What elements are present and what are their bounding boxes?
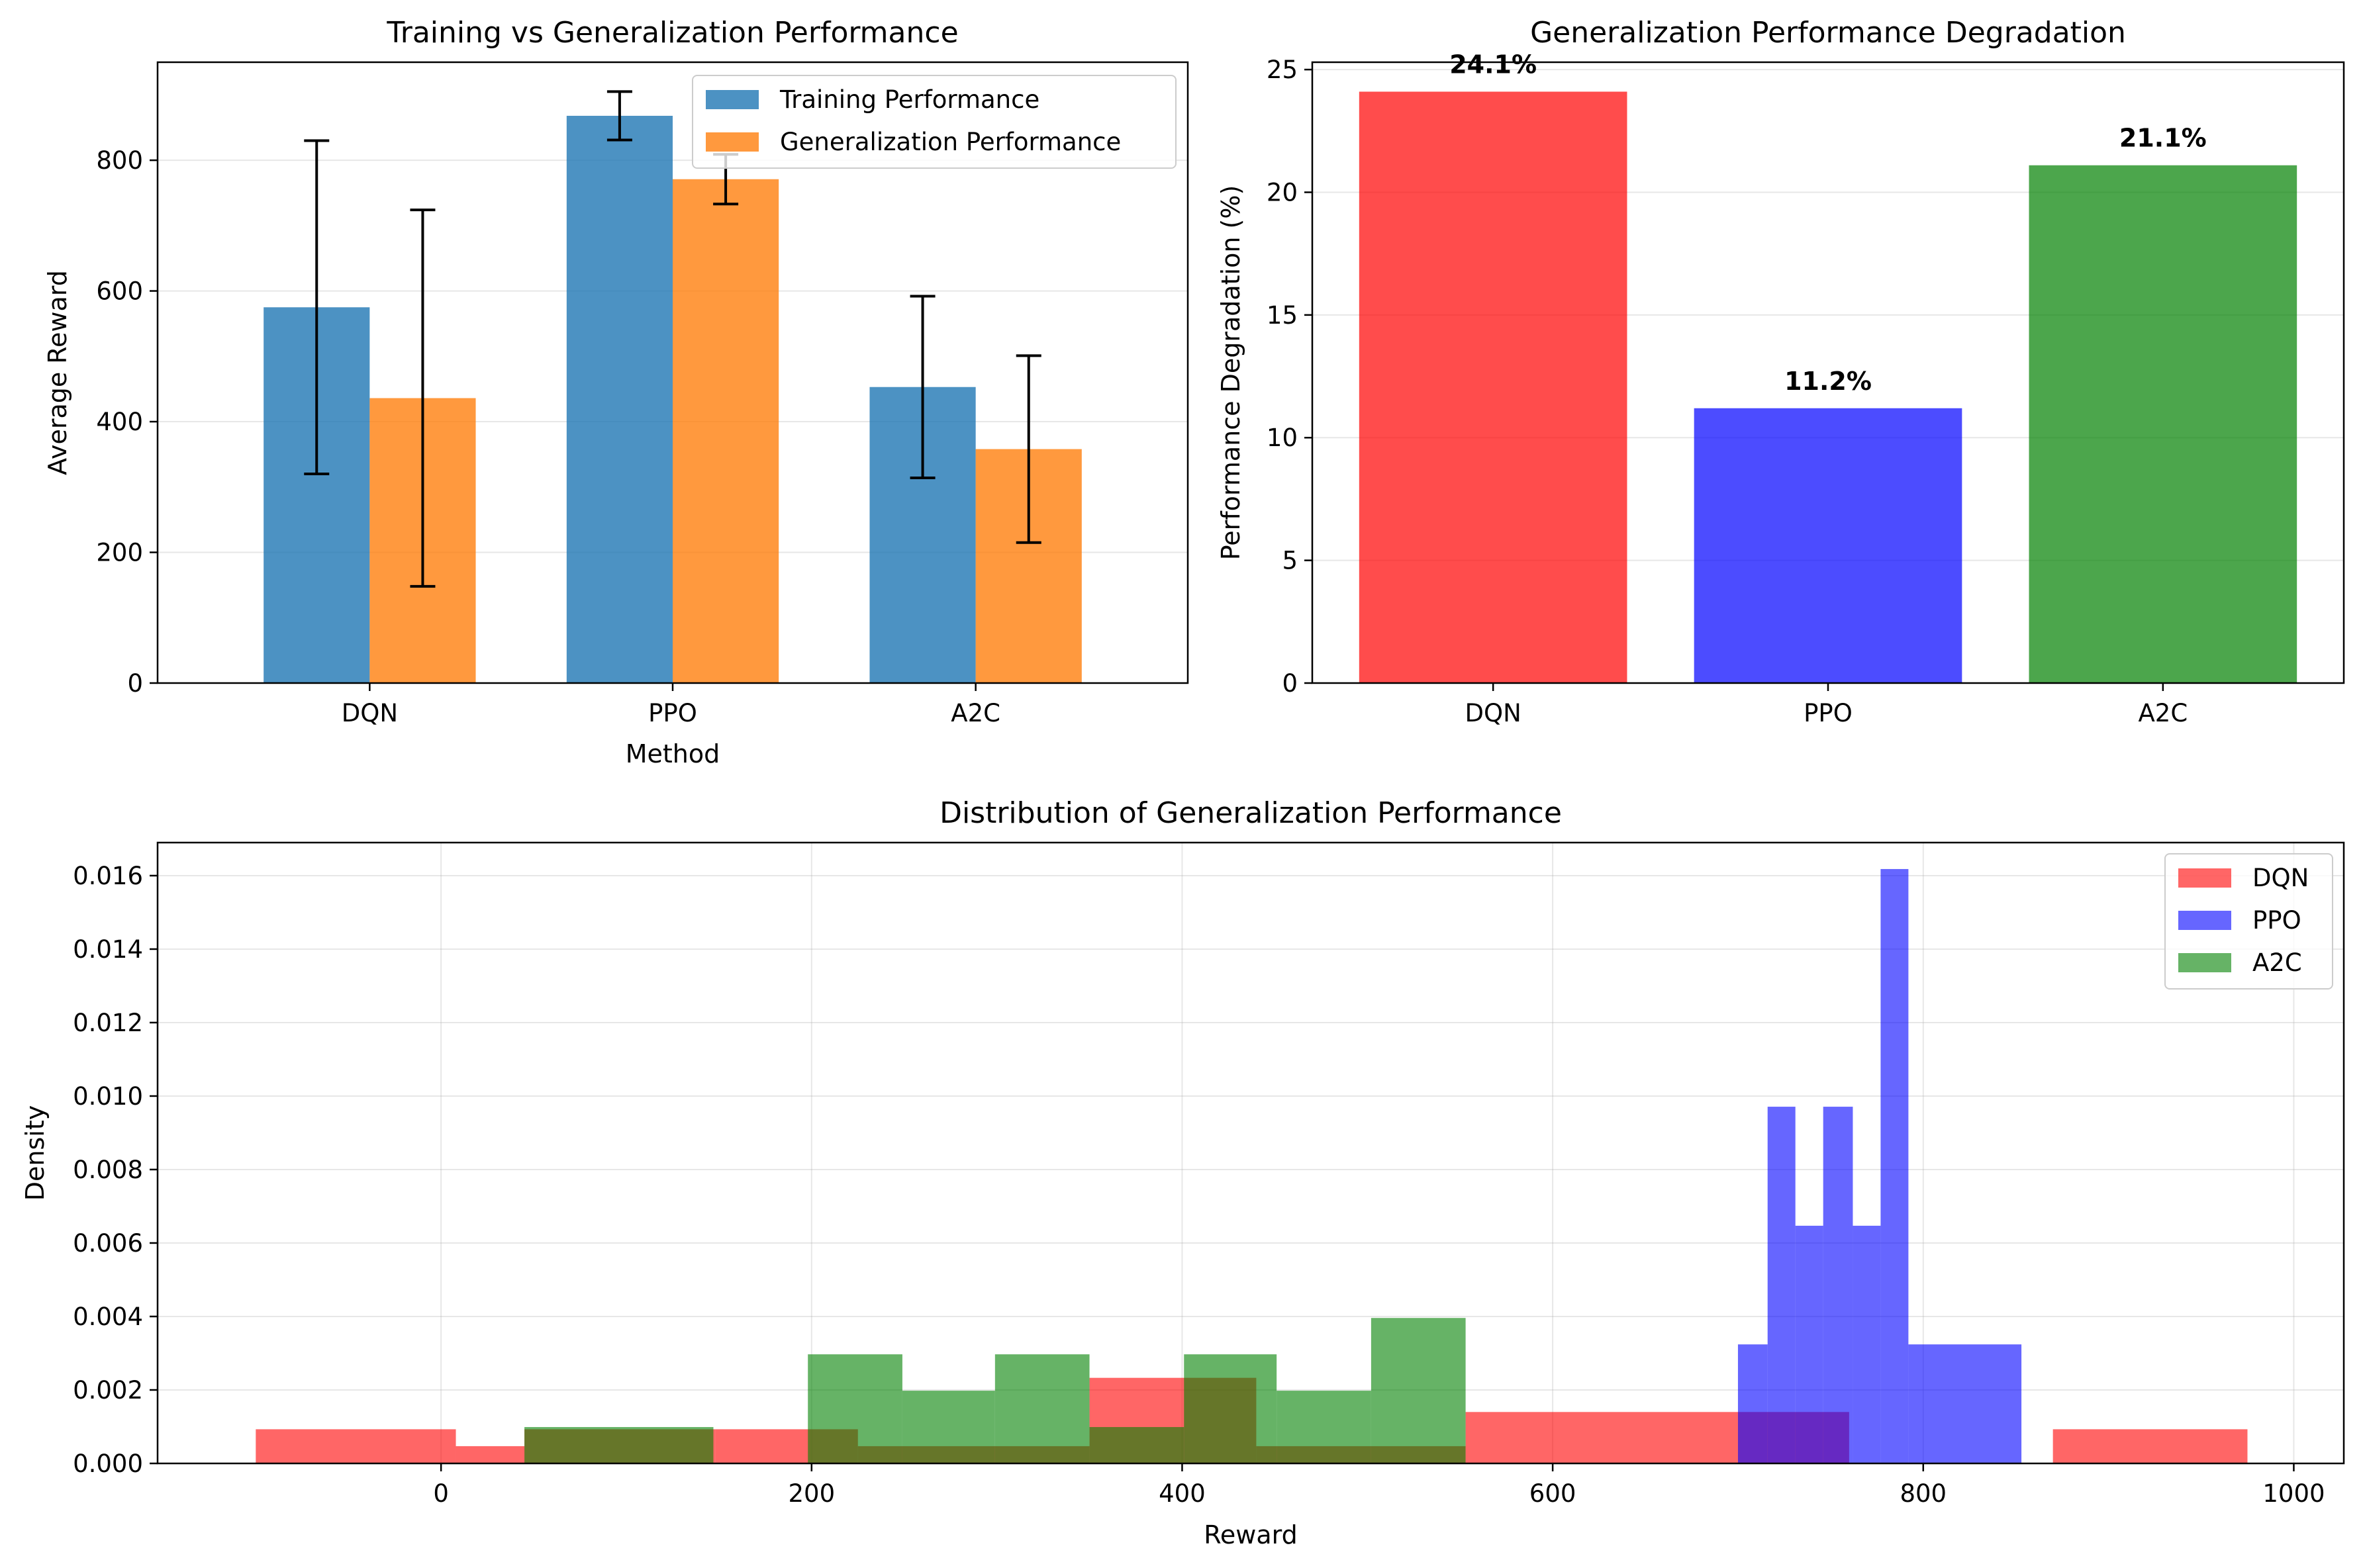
x-tick-label: A2C — [951, 699, 1000, 727]
y-tick-label: 0 — [1282, 669, 1298, 698]
y-axis-label: Density — [21, 1105, 50, 1201]
y-tick-label: 0.002 — [73, 1376, 143, 1405]
x-tick-label: 600 — [1529, 1479, 1576, 1508]
value-label: 24.1% — [1449, 50, 1537, 79]
y-axis-label: Average Reward — [43, 270, 72, 475]
bin-ppo — [1880, 868, 1909, 1463]
bin-ppo — [1767, 1107, 1796, 1463]
chart-title: Training vs Generalization Performance — [386, 16, 958, 50]
y-axis-label: Performance Degradation (%) — [1216, 185, 1245, 561]
y-tick-label: 0.008 — [73, 1156, 143, 1184]
legend-label: Generalization Performance — [780, 128, 1121, 156]
training-vs-generalization-chart: Training vs Generalization Performance 0… — [43, 16, 1189, 768]
x-axis-label: Reward — [1204, 1520, 1298, 1549]
bin-dqn — [1465, 1412, 1738, 1463]
histogram-bins — [256, 868, 2248, 1463]
legend-swatch — [2178, 953, 2231, 972]
bin-ppo — [1795, 1225, 1823, 1463]
legend: Training Performance Generalization Perfo… — [692, 75, 1177, 169]
legend-label: PPO — [2252, 906, 2301, 935]
axis-ticks: 0 200 400 600 800 DQN PPO A2C — [96, 146, 1000, 727]
bar-a2c — [2029, 165, 2297, 684]
legend-label: A2C — [2252, 948, 2302, 977]
legend-swatch — [706, 90, 759, 109]
y-tick-label: 5 — [1282, 547, 1298, 575]
bar-dqn — [1359, 91, 1627, 683]
x-tick-label: PPO — [648, 699, 697, 727]
bin-dqn — [2052, 1429, 2248, 1463]
y-tick-label: 0.012 — [73, 1009, 143, 1037]
x-tick-label: 1000 — [2262, 1479, 2325, 1508]
bin-ppo — [1737, 1344, 1768, 1463]
degradation-chart: Generalization Performance Degradation 2… — [1216, 16, 2345, 727]
bin-a2c — [1277, 1391, 1371, 1463]
distribution-histogram: Distribution of Generalization Performan… — [21, 796, 2345, 1549]
y-tick-label: 20 — [1267, 178, 1298, 207]
chart-title: Distribution of Generalization Performan… — [940, 796, 1562, 830]
x-axis-label: Method — [626, 739, 720, 768]
x-tick-label: 800 — [1900, 1479, 1947, 1508]
axis-ticks: 0 200 400 600 800 1000 0.000 0.002 0.004 0.006 0.0… — [73, 862, 2325, 1508]
legend-box — [692, 75, 1177, 169]
x-tick-label: PPO — [1804, 699, 1853, 727]
chart-title: Generalization Performance Degradation — [1530, 16, 2126, 50]
bar-ppo — [1694, 408, 1962, 683]
y-tick-label: 15 — [1267, 301, 1298, 330]
value-label: 21.1% — [2119, 124, 2207, 153]
x-tick-label: 0 — [433, 1479, 449, 1508]
y-tick-label: 0.006 — [73, 1229, 143, 1258]
legend-swatch — [2178, 868, 2231, 888]
y-tick-label: 0.010 — [73, 1082, 143, 1111]
legend: DQN PPO A2C — [2164, 853, 2333, 990]
x-tick-label: DQN — [1465, 699, 1521, 727]
y-tick-label: 0 — [127, 669, 143, 698]
y-tick-label: 0.014 — [73, 935, 143, 964]
bars — [264, 90, 1082, 683]
axis-ticks: 0 5 10 15 20 25 DQN PPO A2C — [1267, 56, 2188, 727]
y-tick-label: 600 — [96, 277, 143, 306]
legend-label: Training Performance — [779, 85, 1039, 114]
plot-frame — [156, 841, 2345, 1465]
y-tick-label: 10 — [1267, 424, 1298, 452]
y-tick-label: 400 — [96, 408, 143, 436]
bin-ppo — [1823, 1107, 1853, 1463]
y-tick-label: 800 — [96, 146, 143, 175]
bar-generalization-performance — [673, 179, 779, 683]
y-tick-label: 25 — [1267, 56, 1298, 84]
y-tick-label: 0.000 — [73, 1450, 143, 1478]
bin-a2c — [994, 1354, 1090, 1463]
x-tick-label: 200 — [788, 1479, 835, 1508]
legend-swatch — [2178, 911, 2231, 930]
bin-a2c — [1184, 1354, 1277, 1463]
x-tick-label: A2C — [2139, 699, 2188, 727]
bin-a2c — [808, 1354, 902, 1463]
bin-a2c — [902, 1391, 995, 1463]
bin-ppo — [1853, 1225, 1881, 1463]
bin-dqn — [256, 1429, 456, 1463]
bars: 24.1% 11.2% 21.1% — [1359, 50, 2297, 684]
x-tick-label: 400 — [1159, 1479, 1206, 1508]
bin-ppo — [1908, 1344, 2022, 1463]
bin-dqn — [715, 1429, 812, 1463]
y-tick-label: 200 — [96, 539, 143, 567]
legend-swatch — [706, 132, 759, 152]
bin-dqn — [456, 1446, 525, 1463]
legend-label: DQN — [2252, 864, 2309, 892]
bin-a2c — [524, 1427, 714, 1463]
bin-a2c — [1371, 1318, 1466, 1463]
bin-a2c — [1089, 1427, 1184, 1463]
value-label: 11.2% — [1784, 367, 1872, 396]
y-tick-label: 0.016 — [73, 862, 143, 890]
bar-training-performance — [566, 115, 673, 683]
y-tick-label: 0.004 — [73, 1303, 143, 1331]
x-tick-label: DQN — [342, 699, 398, 727]
